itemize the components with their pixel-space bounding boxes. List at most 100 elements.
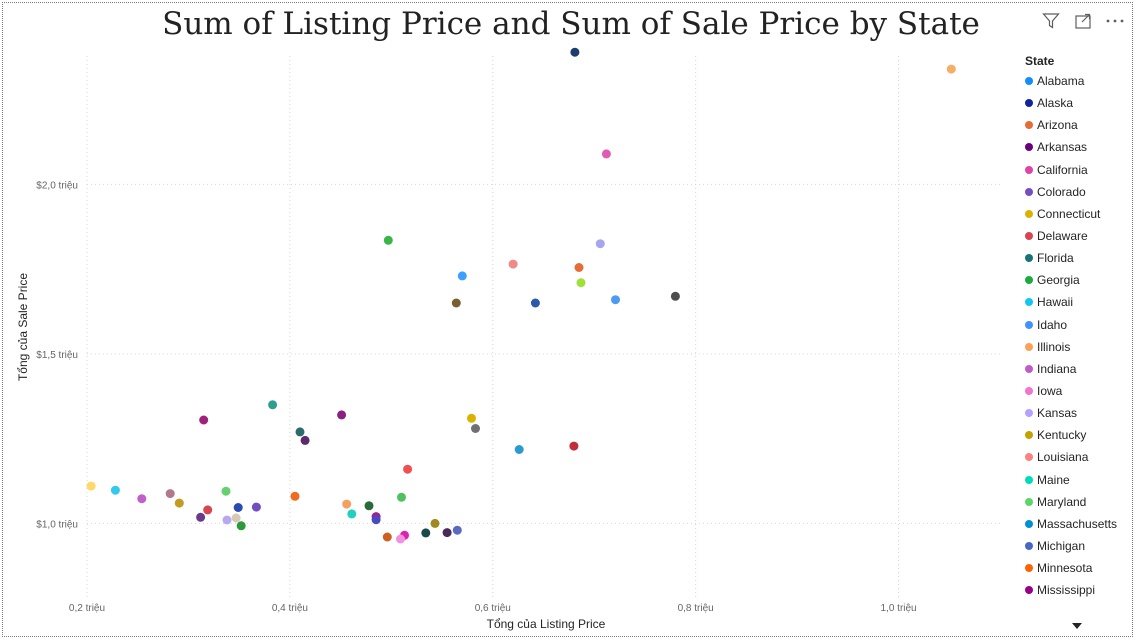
scatter-point[interactable] <box>508 259 518 269</box>
scatter-point[interactable] <box>86 481 96 491</box>
legend-item[interactable]: Idaho <box>1025 314 1133 336</box>
scatter-point[interactable] <box>342 499 352 509</box>
scatter-point[interactable] <box>452 525 462 535</box>
scatter-point[interactable] <box>364 501 374 511</box>
scatter-point[interactable] <box>251 502 261 512</box>
y-tick-label: $2,0 triệu <box>36 180 78 191</box>
scatter-point[interactable] <box>110 485 120 495</box>
legend-item[interactable]: Georgia <box>1025 269 1133 291</box>
legend: State Alabama Alaska Arizona Arkansas Califo… <box>1025 54 1133 601</box>
legend-item[interactable]: Mississippi <box>1025 579 1133 601</box>
legend-item[interactable]: Louisiana <box>1025 446 1133 468</box>
scatter-point[interactable] <box>570 47 580 57</box>
legend-label: Mississippi <box>1037 583 1096 598</box>
scatter-point[interactable] <box>371 515 381 525</box>
legend-item[interactable]: Iowa <box>1025 380 1133 402</box>
scatter-point[interactable] <box>396 534 405 544</box>
legend-item[interactable]: Minnesota <box>1025 557 1133 579</box>
scatter-point[interactable] <box>451 298 461 308</box>
chart-title: Sum of Listing Price and Sum of Sale Pri… <box>162 6 980 42</box>
legend-item[interactable]: Hawaii <box>1025 291 1133 313</box>
scatter-point[interactable] <box>601 149 611 159</box>
scatter-point[interactable] <box>576 278 586 288</box>
filter-icon[interactable] <box>1041 11 1061 31</box>
scatter-point[interactable] <box>233 503 243 512</box>
scatter-point[interactable] <box>199 415 209 425</box>
legend-label: Maryland <box>1037 494 1087 509</box>
scatter-point[interactable] <box>137 494 147 504</box>
scatter-point[interactable] <box>174 498 184 508</box>
legend-item[interactable]: Florida <box>1025 247 1133 269</box>
scatter-point[interactable] <box>569 441 579 451</box>
scatter-point[interactable] <box>203 505 213 515</box>
legend-label: Hawaii <box>1037 295 1074 310</box>
scatter-point[interactable] <box>383 235 393 245</box>
legend-label: Illinois <box>1037 339 1071 354</box>
scatter-point[interactable] <box>471 424 480 433</box>
scatter-point[interactable] <box>946 64 956 74</box>
scatter-point[interactable] <box>403 464 413 474</box>
scatter-point[interactable] <box>268 400 278 410</box>
scatter-point[interactable] <box>595 239 605 249</box>
scatter-point[interactable] <box>222 515 232 525</box>
scatter-point[interactable] <box>165 489 175 499</box>
scatter-point[interactable] <box>290 491 300 501</box>
scatter-point[interactable] <box>295 427 305 437</box>
legend-label: Alaska <box>1037 96 1074 111</box>
x-axis-title: Tổng của Listing Price <box>487 617 606 631</box>
legend-item[interactable]: Delaware <box>1025 225 1133 247</box>
legend-label: Michigan <box>1037 539 1086 554</box>
scatter-point[interactable] <box>196 512 206 522</box>
scatter-point[interactable] <box>382 532 392 542</box>
legend-marker <box>1025 431 1033 440</box>
legend-label: Colorado <box>1037 184 1086 199</box>
focus-mode-icon[interactable] <box>1073 11 1093 31</box>
legend-item[interactable]: Kansas <box>1025 402 1133 424</box>
legend-marker <box>1025 453 1033 462</box>
legend-item[interactable]: Alaska <box>1025 92 1133 114</box>
legend-item[interactable]: Illinois <box>1025 336 1133 358</box>
scatter-point[interactable] <box>397 492 406 502</box>
scatter-point[interactable] <box>611 295 620 305</box>
legend-item[interactable]: Arkansas <box>1025 136 1133 158</box>
scatter-point[interactable] <box>337 410 347 420</box>
scatter-point[interactable] <box>221 486 231 496</box>
legend-label: Maine <box>1037 472 1070 487</box>
legend-label: Connecticut <box>1037 206 1101 221</box>
legend-item[interactable]: Maryland <box>1025 491 1133 513</box>
legend-marker <box>1025 232 1033 241</box>
scatter-point[interactable] <box>430 518 440 528</box>
legend-item[interactable]: Maine <box>1025 469 1133 491</box>
scatter-point[interactable] <box>442 528 452 538</box>
scatter-point[interactable] <box>457 271 467 281</box>
legend-marker <box>1025 99 1033 108</box>
x-tick-label: 0,4 triệu <box>272 603 308 614</box>
scatter-point[interactable] <box>670 291 680 301</box>
legend-item[interactable]: Kentucky <box>1025 424 1133 446</box>
legend-item[interactable]: Massachusetts <box>1025 513 1133 535</box>
more-options-icon[interactable] <box>1105 11 1125 31</box>
legend-item[interactable]: Indiana <box>1025 358 1133 380</box>
scatter-point[interactable] <box>530 298 540 308</box>
scatter-point[interactable] <box>236 521 246 531</box>
legend-scroll-down-icon[interactable] <box>1071 618 1083 629</box>
legend-item[interactable]: Arizona <box>1025 114 1133 136</box>
scatter-point[interactable] <box>300 435 310 445</box>
scatter-point[interactable] <box>347 509 357 519</box>
legend-item[interactable]: Colorado <box>1025 181 1133 203</box>
scatter-point[interactable] <box>231 513 241 523</box>
legend-marker <box>1025 254 1033 263</box>
legend-item[interactable]: Connecticut <box>1025 203 1133 225</box>
legend-marker <box>1025 475 1033 484</box>
legend-item[interactable]: Michigan <box>1025 535 1133 557</box>
scatter-point[interactable] <box>514 445 524 454</box>
scatter-point[interactable] <box>467 413 476 423</box>
scatter-point[interactable] <box>421 528 431 538</box>
legend-item[interactable]: Alabama <box>1025 70 1133 92</box>
legend-marker <box>1025 320 1033 329</box>
legend-marker <box>1025 542 1033 551</box>
legend-item[interactable]: California <box>1025 159 1133 181</box>
scatter-point[interactable] <box>574 263 584 272</box>
